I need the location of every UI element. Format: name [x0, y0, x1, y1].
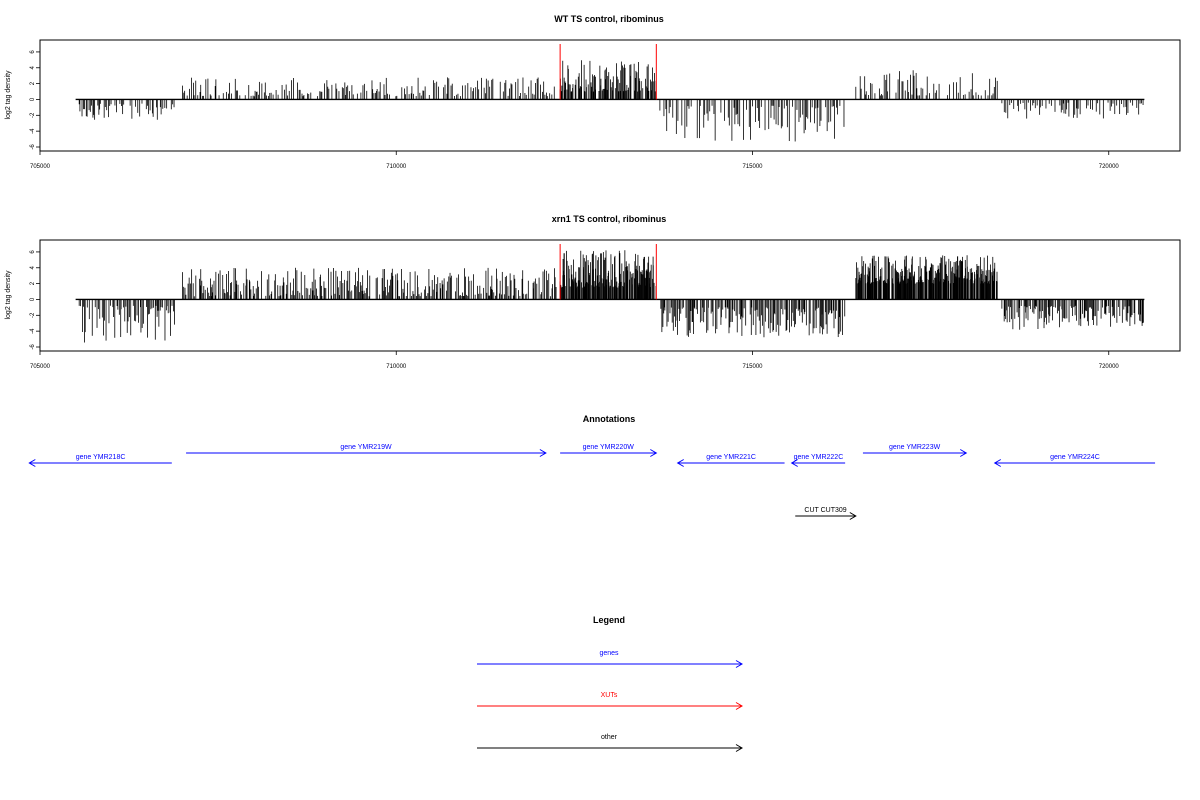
annotation-feature: gene YMR220W: [560, 444, 658, 457]
wt-xut-markers: [559, 44, 657, 100]
legend-arrowhead: [735, 660, 743, 668]
annotation-label: gene YMR221C: [706, 454, 756, 461]
xrn1-y-tick-label: 0: [30, 297, 36, 301]
legend-label: other: [601, 734, 618, 741]
xrn1-x-axis: 705000 710000 715000 720000: [30, 350, 1120, 370]
annotation-feature: gene YMR219W: [186, 444, 547, 457]
legend-arrowhead: [735, 744, 743, 752]
wt-signal-panel: WT TS control, ribominus log2 tag densit…: [5, 14, 1181, 170]
annotation-feature: gene YMR223W: [862, 444, 968, 457]
xrn1-y-tick-label: -4: [30, 328, 36, 334]
legend-label: XUTs: [601, 692, 618, 699]
wt-x-axis: 705000 710000 715000 720000: [30, 150, 1120, 170]
xrn1-y-tick-label: -6: [30, 344, 36, 350]
annotation-arrowhead: [849, 512, 857, 520]
xrn1-y-tick-label: 4: [30, 265, 36, 269]
wt-y-tick-label: -6: [30, 144, 36, 150]
legend-label: genes: [599, 650, 619, 657]
xrn1-x-tick-label: 715000: [742, 364, 763, 370]
annotation-label: gene YMR222C: [794, 454, 844, 461]
legend: Legend genes XUTs other: [477, 615, 743, 752]
wt-y-tick-label: 6: [30, 50, 36, 54]
xrn1-signal-bars: [78, 250, 1144, 343]
annotation-feature: gene YMR224C: [993, 454, 1156, 467]
xrn1-y-axis-label: log2 tag density: [5, 270, 12, 320]
xrn1-y-tick-label: 6: [30, 250, 36, 254]
xrn1-y-axis: -6 -4 -2 0 2 4 6: [30, 250, 41, 350]
wt-x-tick-label: 715000: [742, 164, 763, 170]
annotation-label: gene YMR220W: [583, 444, 635, 451]
legend-items: genes XUTs other: [477, 650, 743, 752]
annotation-arrowhead: [790, 459, 798, 467]
annotation-arrowhead: [676, 459, 684, 467]
xrn1-x-tick-label: 705000: [30, 364, 51, 370]
wt-x-tick-label: 710000: [386, 164, 407, 170]
annotation-label: gene YMR223W: [889, 444, 941, 451]
annotation-label: gene YMR219W: [340, 444, 392, 451]
annotation-label: CUT CUT309: [804, 507, 846, 514]
wt-y-tick-label: -2: [30, 112, 36, 118]
xrn1-x-tick-label: 710000: [386, 364, 407, 370]
wt-x-tick-label: 705000: [30, 164, 51, 170]
annotation-arrowhead: [539, 449, 547, 457]
wt-x-tick-label: 720000: [1099, 164, 1120, 170]
annotation-arrowhead: [959, 449, 968, 457]
annotation-arrowhead: [993, 459, 1002, 467]
annotations-title: Annotations: [583, 414, 636, 424]
xrn1-signal-panel: xrn1 TS control, ribominus log2 tag dens…: [5, 214, 1181, 370]
wt-y-tick-label: 0: [30, 97, 36, 101]
annotation-label: gene YMR224C: [1050, 454, 1100, 461]
wt-y-axis: -6 -4 -2 0 2 4 6: [30, 50, 41, 150]
annotation-label: gene YMR218C: [76, 454, 126, 461]
legend-item-xut: XUTs: [477, 692, 743, 710]
xrn1-y-tick-label: 2: [30, 281, 36, 285]
annotation-feature: gene YMR222C: [790, 454, 846, 467]
wt-plot-frame: [39, 39, 1181, 152]
annotation-feature: CUT CUT309: [795, 507, 857, 520]
annotation-feature: gene YMR221C: [676, 454, 785, 467]
legend-title: Legend: [593, 615, 625, 625]
annotation-arrowhead: [650, 449, 658, 457]
legend-arrowhead: [735, 702, 743, 710]
xrn1-x-tick-label: 720000: [1099, 364, 1120, 370]
wt-y-tick-label: -4: [30, 128, 36, 134]
wt-y-axis-label: log2 tag density: [5, 70, 12, 120]
xrn1-y-tick-label: -2: [30, 312, 36, 318]
annotation-features: gene YMR218C gene YMR219W gene YMR220W gene…: [28, 444, 1156, 520]
xrn1-panel-title: xrn1 TS control, ribominus: [552, 214, 667, 224]
wt-y-tick-label: 2: [30, 81, 36, 85]
legend-item-gene: genes: [477, 650, 743, 668]
annotation-arrowhead: [28, 459, 36, 467]
wt-signal-bars: [78, 60, 1144, 142]
annotation-feature: gene YMR218C: [28, 454, 172, 467]
xrn1-xut-markers: [559, 244, 657, 300]
wt-y-tick-label: 4: [30, 65, 36, 69]
wt-panel-title: WT TS control, ribominus: [554, 14, 664, 24]
legend-item-other: other: [477, 734, 743, 752]
